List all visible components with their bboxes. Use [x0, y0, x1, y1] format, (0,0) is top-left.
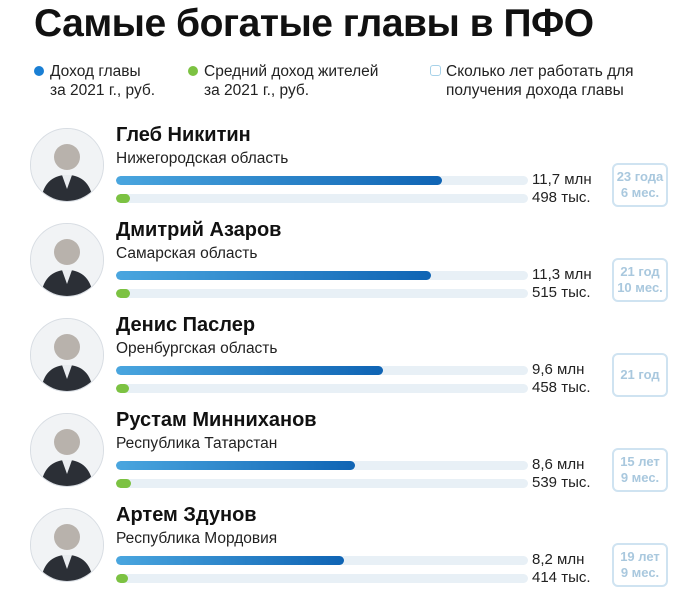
years-badge: 21 год 10 мес. — [612, 258, 668, 302]
legend-blue-dot — [34, 66, 44, 76]
resident-income-bar — [116, 194, 130, 203]
head-income-bar — [116, 271, 431, 280]
governor-name: Глеб Никитин — [116, 124, 251, 146]
years-label: 9 мес. — [620, 470, 660, 485]
years-label: 9 мес. — [620, 565, 660, 580]
resident-income-track — [116, 194, 528, 203]
governor-name: Рустам Минниханов — [116, 409, 317, 431]
head-income-label: 8,6 млн — [532, 456, 585, 473]
resident-income-label: 515 тыс. — [532, 284, 591, 301]
years-label: 6 мес. — [620, 185, 660, 200]
resident-income-bar — [116, 289, 130, 298]
legend-label: за 2021 г., руб. — [204, 82, 310, 99]
years-badge: 19 лет 9 мес. — [612, 543, 668, 587]
avatar — [30, 318, 104, 392]
legend-square-icon — [430, 65, 441, 76]
governor-row: Рустам Минниханов Республика Татарстан 8,6… — [0, 405, 700, 499]
governor-row: Денис Паслер Оренбургская область 9,6 млн 4… — [0, 310, 700, 404]
region-name: Самарская область — [116, 245, 258, 262]
region-name: Нижегородская область — [116, 150, 289, 167]
years-label: 21 год — [620, 367, 660, 382]
head-income-bar — [116, 556, 344, 565]
resident-income-label: 414 тыс. — [532, 569, 591, 586]
head-income-bar — [116, 176, 442, 185]
region-name: Республика Мордовия — [116, 530, 278, 547]
legend-green-dot — [188, 66, 198, 76]
years-label: 10 мес. — [617, 280, 663, 295]
years-label: 19 лет — [620, 549, 660, 564]
years-label: 15 лет — [620, 454, 660, 469]
legend-head-income: Доход главы за 2021 г., руб. — [34, 62, 155, 100]
governor-name: Артем Здунов — [116, 504, 257, 526]
resident-income-bar — [116, 479, 131, 488]
legend-label: Доход главы — [50, 63, 141, 80]
governor-row: Глеб Никитин Нижегородская область 11,7 мл… — [0, 120, 700, 214]
governor-row: Артем Здунов Республика Мордовия 8,2 млн 41… — [0, 500, 700, 594]
resident-income-track — [116, 384, 528, 393]
resident-income-bar — [116, 574, 128, 583]
head-income-track — [116, 271, 528, 280]
governor-name: Дмитрий Азаров — [116, 219, 282, 241]
legend-years: Сколько лет работать для получения доход… — [430, 62, 634, 100]
head-income-bar — [116, 461, 355, 470]
head-income-label: 11,7 млн — [532, 171, 592, 188]
resident-income-track — [116, 289, 528, 298]
years-badge: 21 год — [612, 353, 668, 397]
avatar — [30, 413, 104, 487]
legend-resident-income: Средний доход жителей за 2021 г., руб. — [188, 62, 378, 100]
avatar — [30, 223, 104, 297]
chart-title: Самые богатые главы в ПФО — [34, 2, 594, 45]
avatar — [30, 128, 104, 202]
governor-row: Дмитрий Азаров Самарская область 11,3 млн 5… — [0, 215, 700, 309]
resident-income-label: 458 тыс. — [532, 379, 591, 396]
years-badge: 23 года 6 мес. — [612, 163, 668, 207]
legend-label: Средний доход жителей — [204, 63, 379, 80]
head-income-label: 11,3 млн — [532, 266, 592, 283]
head-income-label: 8,2 млн — [532, 551, 585, 568]
years-label: 21 год — [620, 264, 660, 279]
resident-income-track — [116, 479, 528, 488]
head-income-track — [116, 556, 528, 565]
resident-income-label: 498 тыс. — [532, 189, 591, 206]
head-income-label: 9,6 млн — [532, 361, 585, 378]
legend-label: получения дохода главы — [446, 82, 624, 99]
region-name: Республика Татарстан — [116, 435, 278, 452]
legend-label: за 2021 г., руб. — [50, 82, 156, 99]
head-income-track — [116, 366, 528, 375]
resident-income-label: 539 тыс. — [532, 474, 591, 491]
head-income-bar — [116, 366, 383, 375]
legend-label: Сколько лет работать для — [446, 63, 634, 80]
head-income-track — [116, 176, 528, 185]
head-income-track — [116, 461, 528, 470]
region-name: Оренбургская область — [116, 340, 278, 357]
resident-income-bar — [116, 384, 129, 393]
resident-income-track — [116, 574, 528, 583]
years-badge: 15 лет 9 мес. — [612, 448, 668, 492]
years-label: 23 года — [616, 169, 664, 184]
avatar — [30, 508, 104, 582]
governor-name: Денис Паслер — [116, 314, 256, 336]
